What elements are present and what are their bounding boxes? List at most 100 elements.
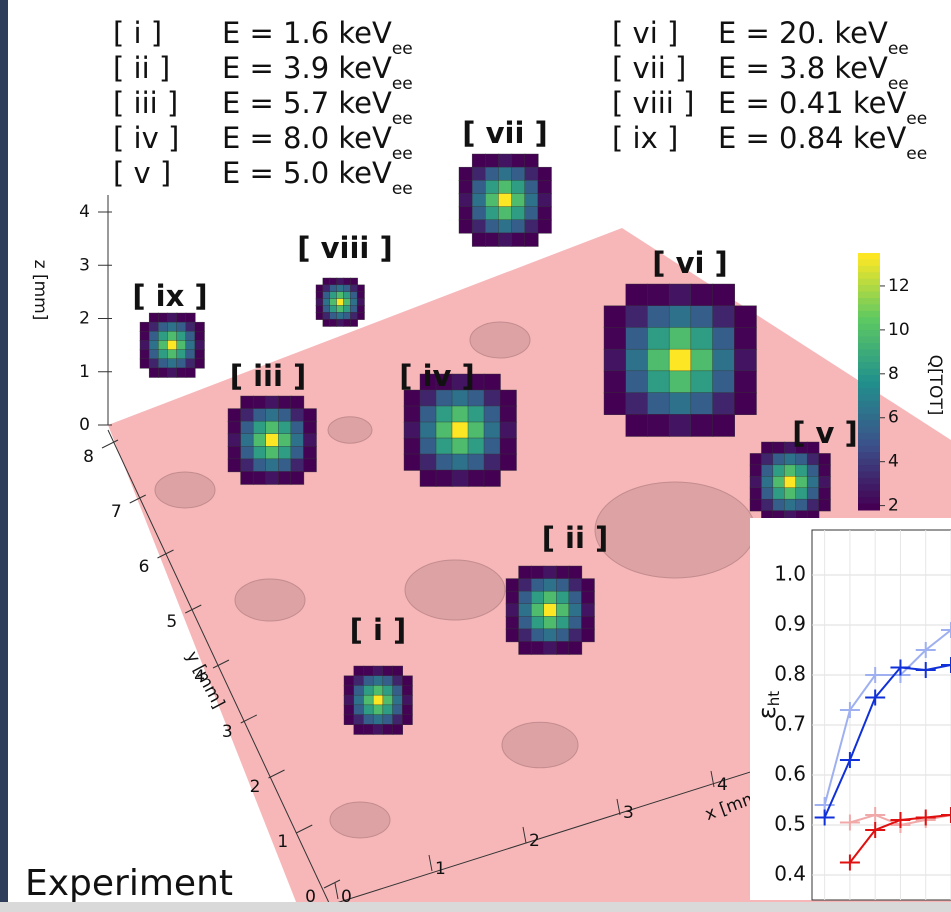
voxel bbox=[485, 207, 499, 221]
colorbar-step bbox=[858, 362, 880, 369]
voxel bbox=[195, 359, 205, 369]
voxel bbox=[177, 322, 187, 332]
voxel bbox=[253, 396, 266, 409]
z-tick-label: 4 bbox=[79, 202, 90, 222]
voxel bbox=[402, 705, 412, 715]
voxel bbox=[544, 566, 557, 579]
voxel bbox=[807, 499, 819, 511]
legend-id: [ vi ] bbox=[612, 16, 678, 50]
voxel bbox=[750, 499, 762, 511]
voxel bbox=[291, 471, 304, 484]
voxel bbox=[761, 499, 773, 511]
colorbar-tick-label: 10 bbox=[888, 320, 910, 340]
screen-bottom bbox=[0, 902, 951, 912]
voxel bbox=[266, 421, 279, 434]
voxel bbox=[581, 579, 594, 592]
voxel bbox=[669, 371, 691, 393]
inset-y-label-main: ε bbox=[753, 706, 781, 719]
voxel bbox=[354, 705, 364, 715]
voxel bbox=[343, 278, 350, 285]
voxel bbox=[393, 705, 403, 715]
voxel bbox=[337, 278, 344, 285]
cluster-label: [ vi ] bbox=[652, 246, 728, 280]
voxel bbox=[604, 327, 626, 349]
voxel bbox=[784, 476, 796, 488]
voxel bbox=[734, 349, 756, 371]
voxel bbox=[363, 685, 373, 695]
voxel bbox=[544, 641, 557, 654]
voxel bbox=[773, 476, 785, 488]
voxel bbox=[195, 322, 205, 332]
colorbar-step bbox=[858, 343, 880, 350]
voxel bbox=[500, 438, 517, 455]
colorbar-step bbox=[858, 304, 880, 311]
voxel bbox=[303, 409, 316, 422]
voxel bbox=[713, 414, 735, 436]
y-tick-label: 5 bbox=[166, 612, 177, 632]
colorbar-step bbox=[858, 459, 880, 466]
voxel bbox=[669, 393, 691, 415]
voxel bbox=[420, 470, 437, 487]
colorbar-step bbox=[858, 382, 880, 389]
colorbar-step bbox=[858, 414, 880, 421]
cluster-label: [ ix ] bbox=[132, 279, 207, 313]
projection bbox=[405, 560, 505, 620]
legend-energy-value: E = 8.0 keV bbox=[222, 121, 392, 155]
voxel bbox=[569, 591, 582, 604]
legend-energy-value: E = 0.84 keV bbox=[718, 121, 906, 155]
voxel bbox=[383, 676, 393, 686]
voxel bbox=[796, 476, 808, 488]
voxel bbox=[713, 371, 735, 393]
voxel bbox=[402, 715, 412, 725]
voxel bbox=[330, 319, 337, 326]
cluster-label: [ ii ] bbox=[542, 521, 609, 555]
voxel bbox=[420, 406, 437, 423]
voxel bbox=[291, 446, 304, 459]
legend-unit: ee bbox=[906, 144, 927, 164]
voxel bbox=[647, 327, 669, 349]
voxel bbox=[500, 454, 517, 471]
voxel bbox=[556, 566, 569, 579]
voxel bbox=[669, 306, 691, 328]
voxel bbox=[343, 305, 350, 312]
voxel bbox=[796, 488, 808, 500]
voxel bbox=[323, 285, 330, 292]
voxel bbox=[773, 442, 785, 454]
y-tick-label: 6 bbox=[139, 557, 150, 577]
colorbar-step bbox=[858, 317, 880, 324]
voxel bbox=[556, 591, 569, 604]
voxel bbox=[512, 154, 526, 168]
voxel bbox=[337, 312, 344, 319]
voxel bbox=[773, 499, 785, 511]
voxel bbox=[556, 641, 569, 654]
voxel bbox=[343, 285, 350, 292]
voxel bbox=[604, 349, 626, 371]
colorbar-tick-label: 2 bbox=[888, 496, 899, 516]
voxel bbox=[343, 312, 350, 319]
voxel bbox=[569, 641, 582, 654]
voxel bbox=[186, 340, 196, 350]
voxel bbox=[363, 705, 373, 715]
voxel bbox=[241, 396, 254, 409]
voxel bbox=[167, 322, 177, 332]
voxel bbox=[556, 579, 569, 592]
voxel bbox=[177, 368, 187, 378]
inset-y-tick-label: 0.6 bbox=[774, 762, 806, 786]
legend-energy-value: E = 1.6 keV bbox=[222, 16, 392, 50]
voxel bbox=[337, 319, 344, 326]
voxel bbox=[819, 488, 831, 500]
voxel bbox=[538, 193, 552, 207]
voxel bbox=[713, 393, 735, 415]
voxel bbox=[337, 292, 344, 299]
voxel bbox=[354, 676, 364, 686]
voxel bbox=[525, 193, 539, 207]
colorbar-step bbox=[858, 388, 880, 395]
voxel bbox=[750, 488, 762, 500]
voxel bbox=[569, 616, 582, 629]
voxel bbox=[713, 327, 735, 349]
voxel bbox=[278, 421, 291, 434]
voxel bbox=[241, 421, 254, 434]
voxel bbox=[819, 476, 831, 488]
voxel bbox=[316, 285, 323, 292]
voxel bbox=[291, 421, 304, 434]
